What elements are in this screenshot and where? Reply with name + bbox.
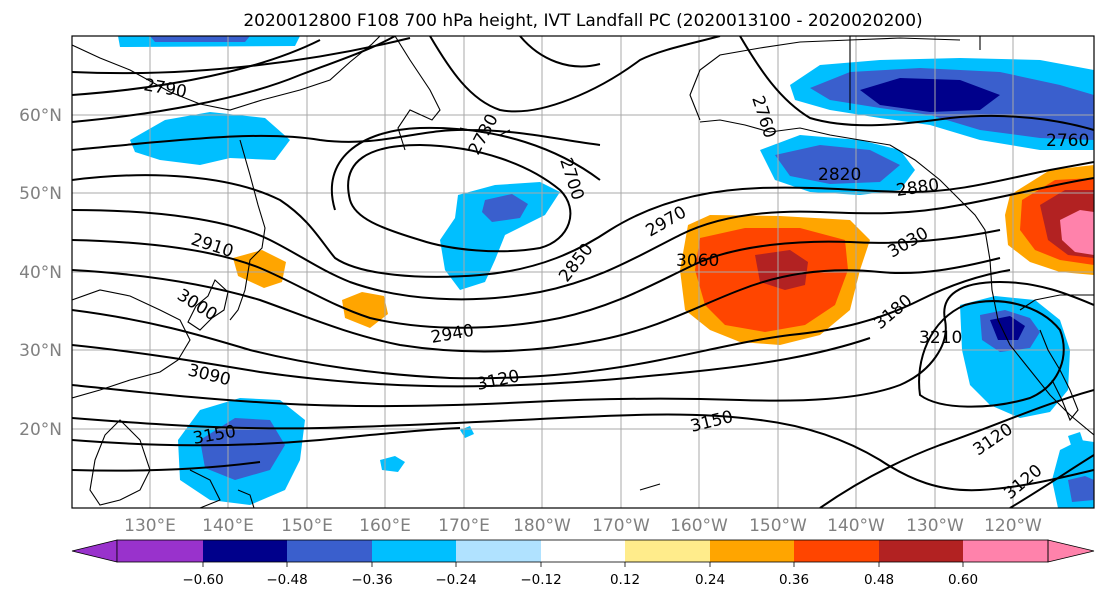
colorbar-min-extend	[71, 539, 118, 563]
colorbar-segment	[963, 540, 1048, 562]
lon-label: 140°E	[202, 516, 254, 536]
map-panel: 2790 2730 2700 2760 2820 2880 2760 2910 …	[72, 36, 1094, 508]
colorbar-segment	[372, 540, 456, 562]
lat-label: 50°N	[19, 184, 62, 204]
colorbar-tick-label: 0.24	[695, 572, 725, 588]
contour-label: 2820	[818, 165, 861, 185]
height-contours	[72, 36, 1094, 508]
contour-label: 3210	[919, 328, 962, 348]
lat-label: 40°N	[19, 263, 62, 283]
lon-label: 130°W	[906, 516, 964, 536]
contour-label: 3060	[676, 251, 719, 271]
colorbar-tick-label: 0.36	[779, 572, 809, 588]
colorbar-tick-label: −0.24	[435, 572, 476, 588]
colorbar-tick-label: −0.48	[266, 572, 307, 588]
colorbar-outline	[116, 539, 1049, 563]
lon-label: 150°E	[281, 516, 333, 536]
lon-label: 140°W	[827, 516, 885, 536]
colorbar-segment	[203, 540, 287, 562]
colorbar-tick-label: −0.12	[520, 572, 561, 588]
coastlines	[72, 36, 1094, 508]
colorbar-tick-label: 0.60	[948, 572, 978, 588]
colorbar-segment	[541, 540, 625, 562]
contour-label: 2760	[1046, 131, 1089, 151]
colorbar-tick-label: −0.36	[351, 572, 392, 588]
colorbar-segment	[625, 540, 710, 562]
lon-label: 160°W	[670, 516, 728, 536]
colorbar-tick-label: 0.48	[864, 572, 894, 588]
longitude-labels: 130°E 140°E 150°E 160°E 170°E 180°W 170°…	[124, 516, 1042, 536]
lon-label: 170°W	[592, 516, 650, 536]
lon-label: 180°W	[513, 516, 571, 536]
colorbar-tick-label: 0.12	[610, 572, 640, 588]
lon-label: 170°E	[438, 516, 490, 536]
colorbar-tick-label: −0.60	[182, 572, 223, 588]
colorbar-max-extend	[1047, 539, 1095, 563]
colorbar: −0.60 −0.48 −0.36 −0.24 −0.12 0.12 0.24 …	[71, 539, 1095, 588]
colorbar-segment	[794, 540, 879, 562]
colorbar-segment	[710, 540, 794, 562]
map-frame	[71, 35, 1095, 509]
lon-label: 150°W	[749, 516, 807, 536]
colorbar-segment	[117, 540, 203, 562]
lat-label: 60°N	[19, 106, 62, 126]
colorbar-ticks	[202, 562, 964, 567]
lat-label: 20°N	[19, 420, 62, 440]
lon-label: 130°E	[124, 516, 176, 536]
colorbar-segment	[879, 540, 963, 562]
map-title: 2020012800 F108 700 hPa height, IVT Land…	[243, 11, 922, 31]
colorbar-segment	[456, 540, 541, 562]
lat-label: 30°N	[19, 341, 62, 361]
lon-label: 120°W	[984, 516, 1042, 536]
latitude-labels: 60°N 50°N 40°N 30°N 20°N	[19, 106, 62, 440]
graticule	[72, 36, 1094, 508]
colorbar-segment	[287, 540, 372, 562]
lon-label: 160°E	[359, 516, 411, 536]
